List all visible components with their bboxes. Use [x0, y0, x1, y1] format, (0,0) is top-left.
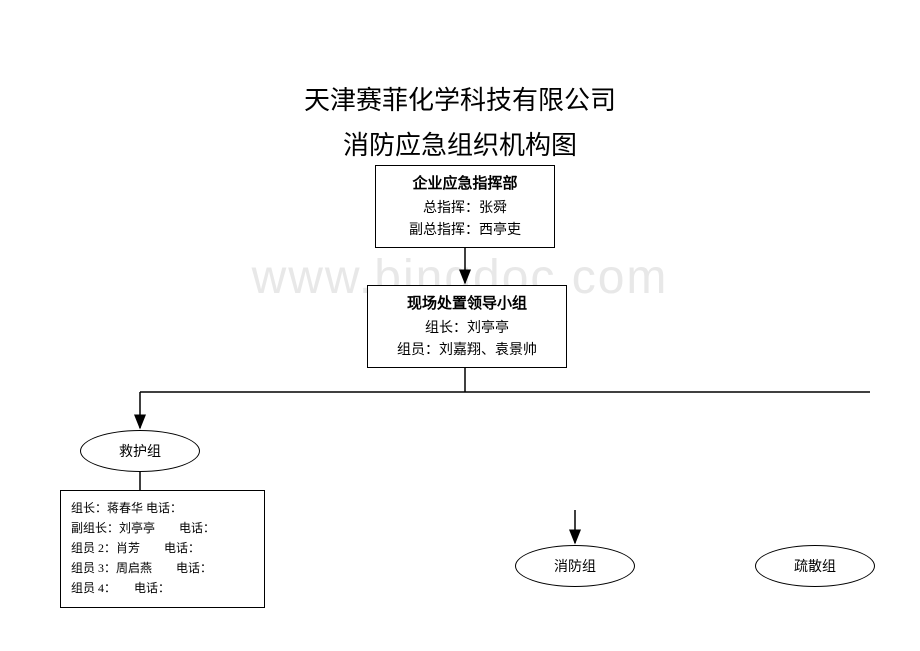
detail-line3: 组员 2：肖芳 电话：	[71, 539, 254, 556]
hq-box: 企业应急指挥部 总指挥：张舜 副总指挥：西亭吏	[375, 165, 555, 248]
hq-header: 企业应急指挥部	[386, 172, 544, 193]
title-line-1: 天津赛菲化学科技有限公司	[304, 80, 616, 117]
rescue-detail-box: 组长：蒋春华 电话： 副组长：刘亭亭 电话： 组员 2：肖芳 电话： 组员 3：…	[60, 490, 265, 608]
detail-line2: 副组长：刘亭亭 电话：	[71, 519, 254, 536]
leader-line1: 组长：刘亭亭	[378, 317, 556, 337]
fire-group-ellipse: 消防组	[515, 545, 635, 587]
detail-line5: 组员 4： 电话：	[71, 579, 254, 596]
detail-line4: 组员 3：周启燕 电话：	[71, 559, 254, 576]
evacuate-group-label: 疏散组	[794, 556, 836, 576]
detail-line1: 组长：蒋春华 电话：	[71, 499, 254, 516]
leader-header: 现场处置领导小组	[378, 292, 556, 313]
rescue-group-label: 救护组	[119, 441, 161, 461]
leader-box: 现场处置领导小组 组长：刘亭亭 组员：刘嘉翔、袁景帅	[367, 285, 567, 368]
hq-line1: 总指挥：张舜	[386, 197, 544, 217]
hq-line2: 副总指挥：西亭吏	[386, 219, 544, 239]
evacuate-group-ellipse: 疏散组	[755, 545, 875, 587]
leader-line2: 组员：刘嘉翔、袁景帅	[378, 339, 556, 359]
rescue-group-ellipse: 救护组	[80, 430, 200, 472]
fire-group-label: 消防组	[554, 556, 596, 576]
title-line-2: 消防应急组织机构图	[343, 125, 577, 162]
